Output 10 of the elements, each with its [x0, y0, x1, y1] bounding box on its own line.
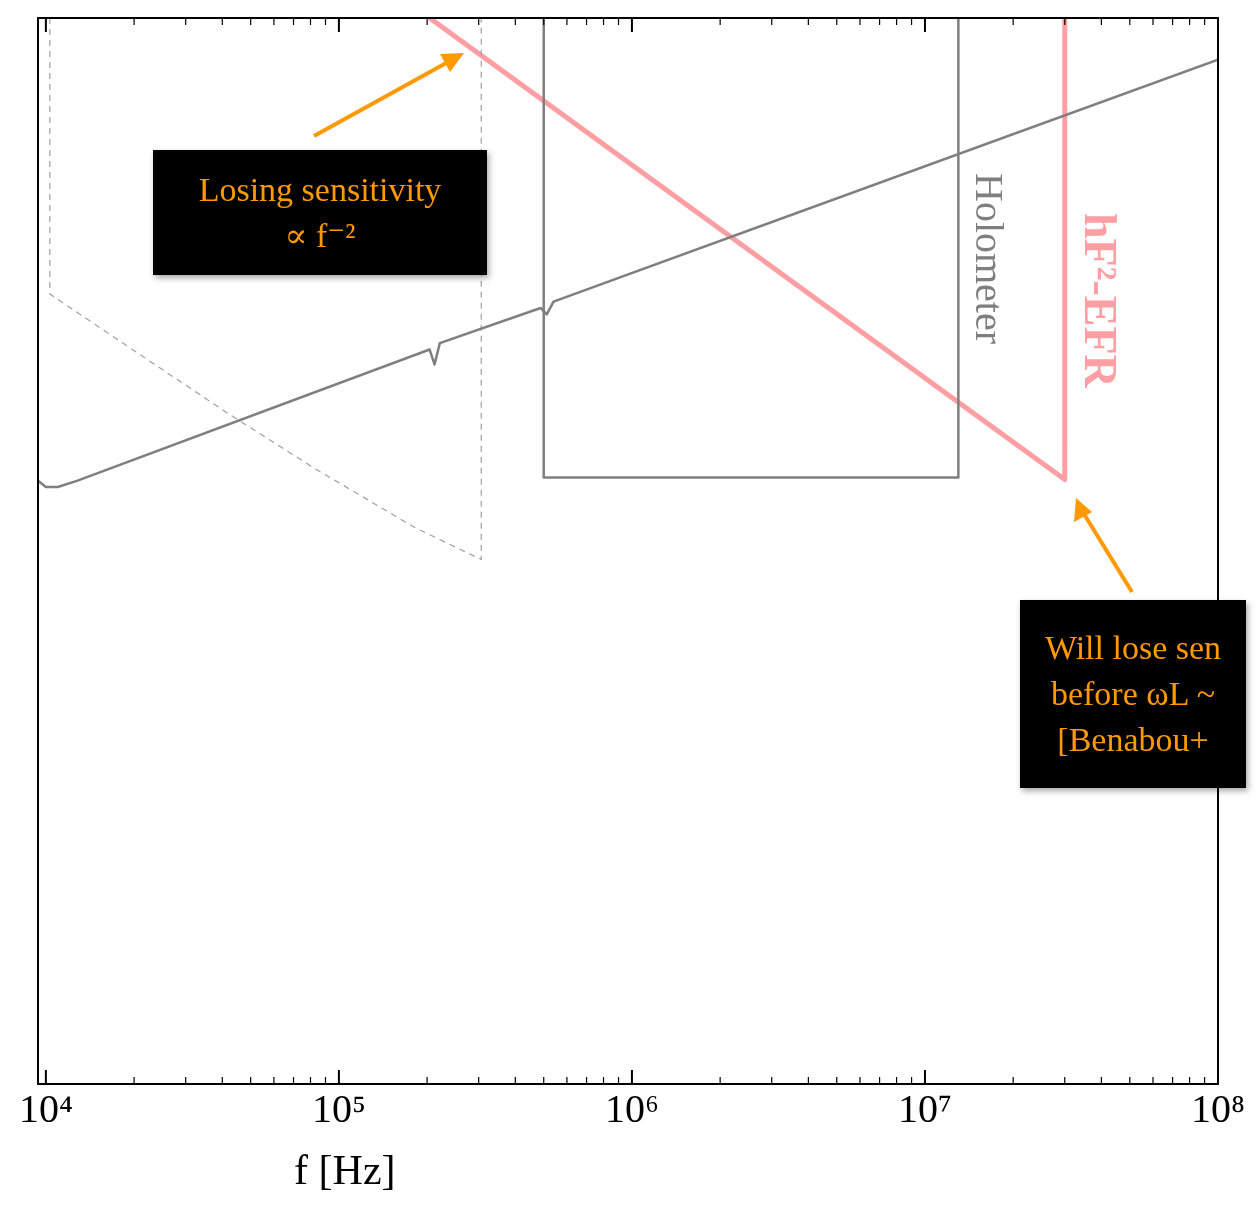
x-axis-title: f [Hz] — [294, 1147, 396, 1194]
text: hF²-EFR — [1074, 213, 1126, 389]
x-tick-label: 10⁷ — [897, 1085, 952, 1131]
x-tick-label: 10⁴ — [18, 1085, 73, 1131]
annotation: Will lose sen before ωL ~ [Benabou+ — [1044, 628, 1222, 760]
x-tick-label: 10⁸ — [1191, 1085, 1245, 1131]
annotation: Losing sensitivity ∝ f⁻² — [198, 169, 442, 256]
x-tick-label: 10⁶ — [604, 1085, 659, 1131]
text: Holometer — [966, 173, 1012, 345]
x-tick-label: 10⁵ — [311, 1085, 366, 1131]
